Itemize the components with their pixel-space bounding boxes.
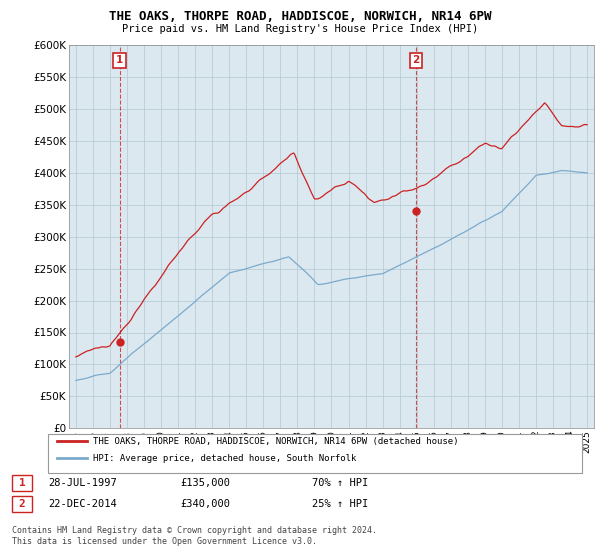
Text: 28-JUL-1997: 28-JUL-1997: [48, 478, 117, 488]
Text: 25% ↑ HPI: 25% ↑ HPI: [312, 499, 368, 509]
Text: £340,000: £340,000: [180, 499, 230, 509]
Text: £135,000: £135,000: [180, 478, 230, 488]
Text: THE OAKS, THORPE ROAD, HADDISCOE, NORWICH, NR14 6PW: THE OAKS, THORPE ROAD, HADDISCOE, NORWIC…: [109, 10, 491, 23]
Text: 2: 2: [19, 499, 25, 509]
Text: Contains HM Land Registry data © Crown copyright and database right 2024.
This d: Contains HM Land Registry data © Crown c…: [12, 526, 377, 546]
Text: 1: 1: [19, 478, 25, 488]
Text: THE OAKS, THORPE ROAD, HADDISCOE, NORWICH, NR14 6PW (detached house): THE OAKS, THORPE ROAD, HADDISCOE, NORWIC…: [93, 437, 458, 446]
Text: 70% ↑ HPI: 70% ↑ HPI: [312, 478, 368, 488]
Text: 2: 2: [413, 55, 420, 65]
Text: 1: 1: [116, 55, 123, 65]
Text: Price paid vs. HM Land Registry's House Price Index (HPI): Price paid vs. HM Land Registry's House …: [122, 24, 478, 34]
Text: HPI: Average price, detached house, South Norfolk: HPI: Average price, detached house, Sout…: [93, 454, 356, 463]
Text: 22-DEC-2014: 22-DEC-2014: [48, 499, 117, 509]
